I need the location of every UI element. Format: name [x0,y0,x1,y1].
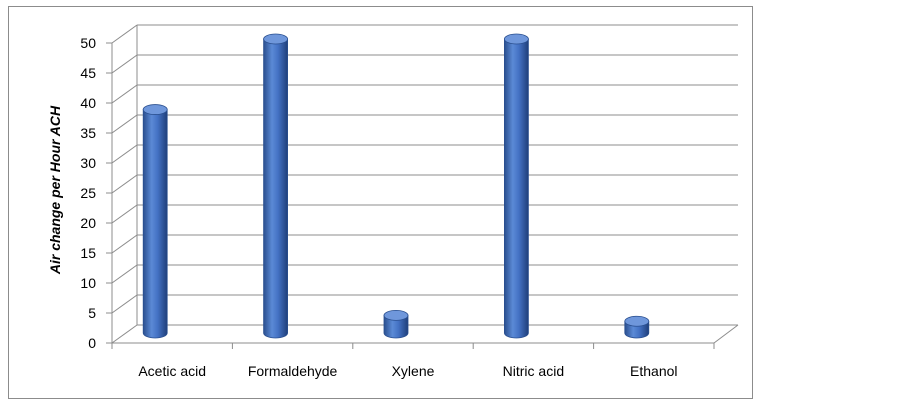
gridline-side [111,24,138,44]
bar-top [263,33,289,45]
bar-top [624,315,650,327]
y-tick-label: 25 [80,185,96,201]
bar-body [142,109,168,339]
y-tick-label: 5 [88,305,96,321]
bar-ethanol [624,315,650,339]
gridline-side [111,84,138,104]
gridline-side [111,324,138,344]
bar-top [504,33,529,45]
gridline-side [111,144,138,164]
y-tick-label: 50 [80,35,96,51]
y-axis-label: Air change per Hour ACH [47,105,63,275]
bar-formaldehyde [263,33,289,339]
y-tick-label: 15 [80,245,96,261]
y-tick-label: 30 [80,155,96,171]
bar-acetic-acid [142,104,168,339]
gridline-side [111,204,138,224]
gridline-side [111,294,138,314]
x-tick-label: Ethanol [630,363,677,379]
gridline-side [111,234,138,254]
x-tick-label: Xylene [392,363,435,379]
y-tick-label: 35 [80,125,96,141]
y-tick-label: 40 [80,95,96,111]
gridline-side [111,114,138,134]
gridline-side [111,174,138,194]
bar-xylene [383,309,409,339]
bar-top [383,309,409,321]
gridline-side [111,264,138,284]
x-tick-label: Formaldehyde [248,363,338,379]
bar-top [142,104,168,115]
bar-body [263,38,288,339]
bar-body [383,314,409,339]
gridline-side [111,54,138,74]
floor-edge [713,324,739,344]
y-tick-label: 20 [80,215,96,231]
bar-body [504,38,529,339]
x-tick-label: Acetic acid [138,363,206,379]
x-tick-label: Nitric acid [503,363,564,379]
y-tick-label: 0 [88,335,96,351]
y-tick-label: 10 [80,275,96,291]
bar-nitric-acid [504,33,529,339]
y-tick-label: 45 [80,65,96,81]
